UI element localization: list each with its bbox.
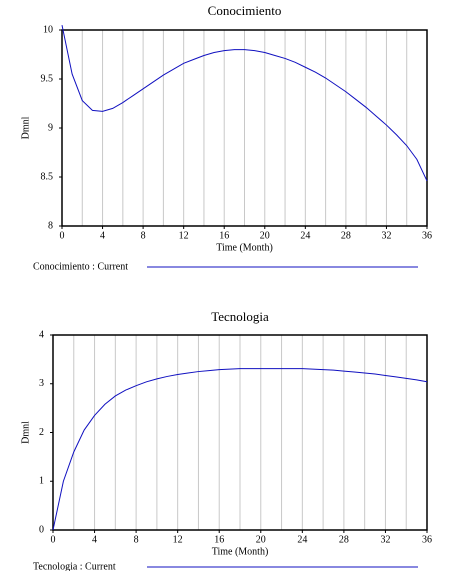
x-axis-label: Time (Month) <box>212 546 269 557</box>
x-tick-label: 28 <box>339 534 349 545</box>
y-tick-label: 8.5 <box>41 171 54 182</box>
x-tick-label: 24 <box>297 534 307 545</box>
x-tick-label: 0 <box>51 534 56 545</box>
x-tick-label: 28 <box>341 230 351 241</box>
y-tick-label: 9 <box>48 122 53 133</box>
y-tick-label: 1 <box>39 476 44 487</box>
x-tick-label: 8 <box>141 230 146 241</box>
x-tick-label: 8 <box>134 534 139 545</box>
y-axis-label: Dmnl <box>20 421 31 444</box>
x-axis-label: Time (Month) <box>216 242 273 253</box>
x-tick-label: 20 <box>260 230 270 241</box>
chart-title: Conocimiento <box>208 3 282 18</box>
x-tick-label: 32 <box>381 230 391 241</box>
y-tick-label: 9.5 <box>41 73 54 84</box>
x-tick-label: 20 <box>256 534 266 545</box>
line <box>61 24 428 182</box>
legend-label: Tecnologia : Current <box>33 561 116 571</box>
line <box>52 368 428 531</box>
y-tick-label: 8 <box>48 220 53 231</box>
x-tick-label: 12 <box>179 230 189 241</box>
y-tick-label: 10 <box>43 24 53 35</box>
x-tick-label: 36 <box>422 534 432 545</box>
x-tick-label: 16 <box>219 230 229 241</box>
x-tick-label: 16 <box>214 534 224 545</box>
y-axis-label: Dmnl <box>20 116 31 139</box>
y-tick-label: 0 <box>39 524 44 535</box>
x-tick-label: 12 <box>173 534 183 545</box>
y-tick-label: 2 <box>39 427 44 438</box>
x-tick-label: 4 <box>92 534 97 545</box>
y-tick-label: 4 <box>39 329 44 340</box>
x-tick-label: 4 <box>100 230 105 241</box>
x-tick-label: 0 <box>60 230 65 241</box>
y-tick-label: 3 <box>39 378 44 389</box>
chart-title: Tecnologia <box>211 309 269 324</box>
legend-label: Conocimiento : Current <box>33 261 128 272</box>
x-tick-label: 24 <box>300 230 310 241</box>
x-tick-label: 36 <box>422 230 432 241</box>
x-tick-label: 32 <box>380 534 390 545</box>
